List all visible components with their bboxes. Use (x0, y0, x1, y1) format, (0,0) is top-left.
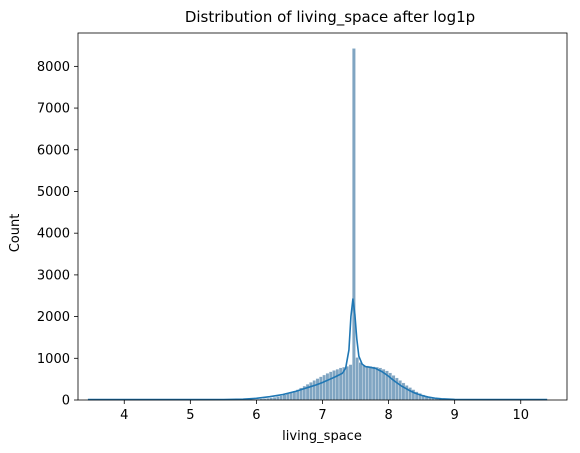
y-tick-label: 0 (62, 394, 70, 409)
y-axis-title: Count (8, 214, 23, 253)
histogram-bar (322, 374, 326, 401)
histogram-bar (272, 397, 277, 401)
histogram-bar (279, 395, 284, 401)
y-tick-label: 7000 (37, 102, 70, 117)
histogram-bar (355, 357, 359, 401)
y-tick-label: 4000 (37, 227, 70, 242)
x-tick-label: 10 (512, 408, 529, 423)
histogram-bar (332, 370, 336, 401)
histogram-bar (335, 368, 340, 401)
histogram-bar (348, 364, 353, 401)
histogram-bar (361, 364, 366, 401)
y-tick-label: 5000 (37, 185, 70, 200)
y-tick-label: 1000 (37, 352, 70, 367)
y-axis-ticks: 0 1000 2000 3000 4000 5000 6000 7000 8000 (37, 60, 78, 409)
histogram-bar (282, 394, 287, 401)
histogram-bar (328, 371, 333, 401)
x-tick-label: 6 (252, 408, 260, 423)
x-axis-ticks: 4 5 6 7 8 9 10 (120, 400, 529, 423)
x-axis-title: living_space (282, 429, 362, 444)
histogram-bar (378, 367, 383, 401)
histogram-bar (325, 373, 330, 401)
y-tick-label: 3000 (37, 268, 70, 283)
x-tick-label: 9 (451, 408, 459, 423)
histogram-bar (358, 362, 363, 401)
chart-title: Distribution of living_space after log1p (185, 8, 475, 27)
histogram-bar (368, 366, 373, 401)
y-tick-label: 8000 (37, 60, 70, 75)
x-tick-label: 5 (186, 408, 194, 423)
histogram-bar (276, 396, 280, 401)
y-tick-label: 2000 (37, 310, 70, 325)
histogram-bar (286, 393, 290, 401)
histogram-bar (319, 376, 323, 401)
histogram-bars (243, 48, 455, 401)
histogram-bar (401, 382, 406, 401)
histogram-bar (345, 366, 350, 401)
histogram-bar (289, 392, 293, 401)
histogram-bar (371, 366, 376, 401)
histogram-bar (312, 380, 317, 401)
x-tick-label: 4 (120, 408, 128, 423)
y-tick-label: 6000 (37, 143, 70, 158)
kde-line (87, 298, 548, 401)
kde-layer (87, 298, 548, 401)
x-tick-label: 7 (318, 408, 326, 423)
histogram-bar (365, 365, 369, 401)
histogram-bar (315, 378, 320, 401)
histogram-bar (375, 366, 379, 401)
histogram-bar (309, 382, 313, 401)
histogram-bar (352, 48, 356, 401)
x-tick-label: 8 (384, 408, 392, 423)
